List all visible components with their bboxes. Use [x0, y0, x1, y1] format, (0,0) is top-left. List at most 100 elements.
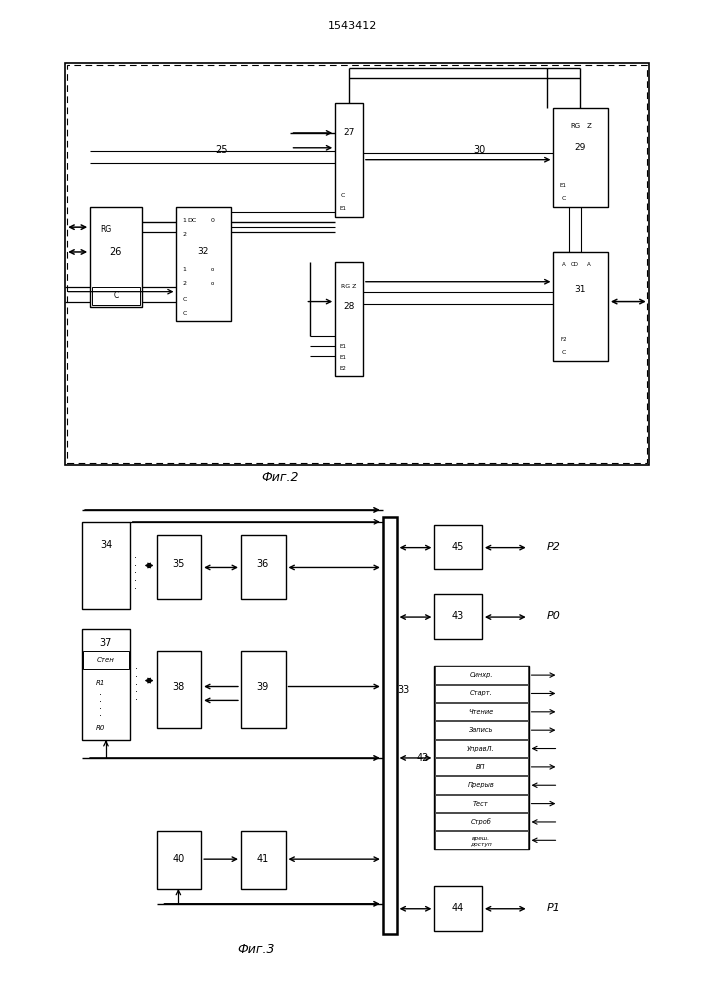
- Text: Запись: Запись: [469, 727, 493, 733]
- Bar: [382, 517, 397, 934]
- Bar: [436, 721, 527, 739]
- Bar: [434, 886, 482, 931]
- Text: E1: E1: [339, 344, 346, 349]
- Bar: [436, 685, 527, 702]
- Text: 38: 38: [173, 682, 185, 692]
- Text: Р2: Р2: [547, 542, 561, 552]
- Text: RG Z: RG Z: [341, 284, 357, 289]
- Bar: [335, 262, 363, 376]
- Text: .: .: [134, 573, 137, 583]
- Text: 0: 0: [210, 218, 214, 223]
- Bar: [436, 776, 527, 794]
- Text: .: .: [134, 565, 137, 575]
- Bar: [434, 666, 529, 849]
- Bar: [156, 831, 201, 889]
- Bar: [177, 207, 231, 321]
- Text: 42: 42: [416, 753, 428, 763]
- Text: УправЛ.: УправЛ.: [467, 746, 495, 752]
- Text: 45: 45: [452, 542, 464, 552]
- Text: C: C: [182, 311, 187, 316]
- Text: 26: 26: [110, 247, 122, 257]
- Text: Синхр.: Синхр.: [469, 672, 493, 678]
- Bar: [436, 795, 527, 812]
- Text: F2: F2: [560, 337, 566, 342]
- Text: 1: 1: [182, 267, 186, 272]
- Text: Фиг.3: Фиг.3: [237, 943, 274, 956]
- Text: .: .: [135, 669, 138, 679]
- Bar: [65, 63, 648, 465]
- Text: CD: CD: [571, 262, 578, 267]
- Text: 37: 37: [100, 638, 112, 648]
- Text: o: o: [211, 281, 214, 286]
- Text: 30: 30: [473, 145, 485, 155]
- Text: Тест: Тест: [473, 801, 489, 807]
- Text: .: .: [98, 708, 102, 718]
- Text: .: .: [135, 677, 138, 687]
- Text: вреш.: вреш.: [472, 836, 490, 841]
- Text: 35: 35: [173, 559, 185, 569]
- Bar: [554, 108, 608, 207]
- Text: C: C: [341, 193, 345, 198]
- Text: E2: E2: [339, 366, 346, 371]
- Text: 29: 29: [575, 143, 586, 152]
- Bar: [436, 703, 527, 720]
- Text: .: .: [134, 558, 137, 568]
- Bar: [436, 831, 527, 849]
- Text: DC: DC: [187, 218, 197, 223]
- Bar: [156, 535, 201, 599]
- Text: RG: RG: [100, 225, 112, 234]
- Text: .: .: [135, 692, 138, 702]
- Text: 31: 31: [575, 285, 586, 294]
- Text: 25: 25: [215, 145, 227, 155]
- Text: 44: 44: [452, 903, 464, 913]
- Bar: [241, 651, 286, 728]
- Text: o: o: [211, 267, 214, 272]
- Text: ВП: ВП: [477, 764, 486, 770]
- Text: Строб: Строб: [471, 819, 491, 825]
- Bar: [67, 65, 647, 463]
- Text: доступ: доступ: [470, 842, 492, 847]
- Bar: [436, 666, 527, 684]
- Text: Фиг.2: Фиг.2: [262, 471, 299, 484]
- Text: .: .: [134, 550, 137, 560]
- Text: C: C: [561, 350, 566, 355]
- Bar: [436, 813, 527, 830]
- Text: C: C: [113, 291, 119, 300]
- Text: 36: 36: [257, 559, 269, 569]
- Bar: [90, 207, 141, 307]
- Text: 2: 2: [182, 281, 187, 286]
- Text: Z: Z: [587, 123, 592, 129]
- Bar: [156, 651, 201, 728]
- Bar: [241, 535, 286, 599]
- Bar: [82, 522, 130, 609]
- Bar: [436, 758, 527, 775]
- Text: E1: E1: [339, 206, 346, 211]
- Text: A: A: [588, 262, 591, 267]
- Text: R0: R0: [95, 725, 105, 731]
- Text: C: C: [561, 196, 566, 201]
- Text: 1543412: 1543412: [328, 21, 378, 31]
- Text: Чтение: Чтение: [468, 709, 493, 715]
- Text: .: .: [98, 694, 102, 704]
- Text: R1: R1: [95, 680, 105, 686]
- Text: 2: 2: [182, 232, 187, 237]
- Text: 27: 27: [344, 128, 355, 137]
- Text: E1: E1: [560, 183, 567, 188]
- Text: 40: 40: [173, 854, 185, 864]
- Text: .: .: [98, 687, 102, 697]
- Text: 34: 34: [100, 540, 112, 550]
- Text: A: A: [561, 262, 565, 267]
- Text: 1: 1: [182, 218, 186, 223]
- Text: .: .: [98, 701, 102, 711]
- Text: .: .: [134, 581, 137, 591]
- Bar: [434, 594, 482, 639]
- Text: Старт.: Старт.: [469, 690, 492, 696]
- Text: 43: 43: [452, 611, 464, 621]
- Text: .: .: [135, 661, 138, 671]
- Bar: [241, 831, 286, 889]
- Text: 39: 39: [257, 682, 269, 692]
- Text: 41: 41: [257, 854, 269, 864]
- Bar: [83, 651, 129, 669]
- Text: C: C: [182, 297, 187, 302]
- Text: 32: 32: [197, 247, 209, 256]
